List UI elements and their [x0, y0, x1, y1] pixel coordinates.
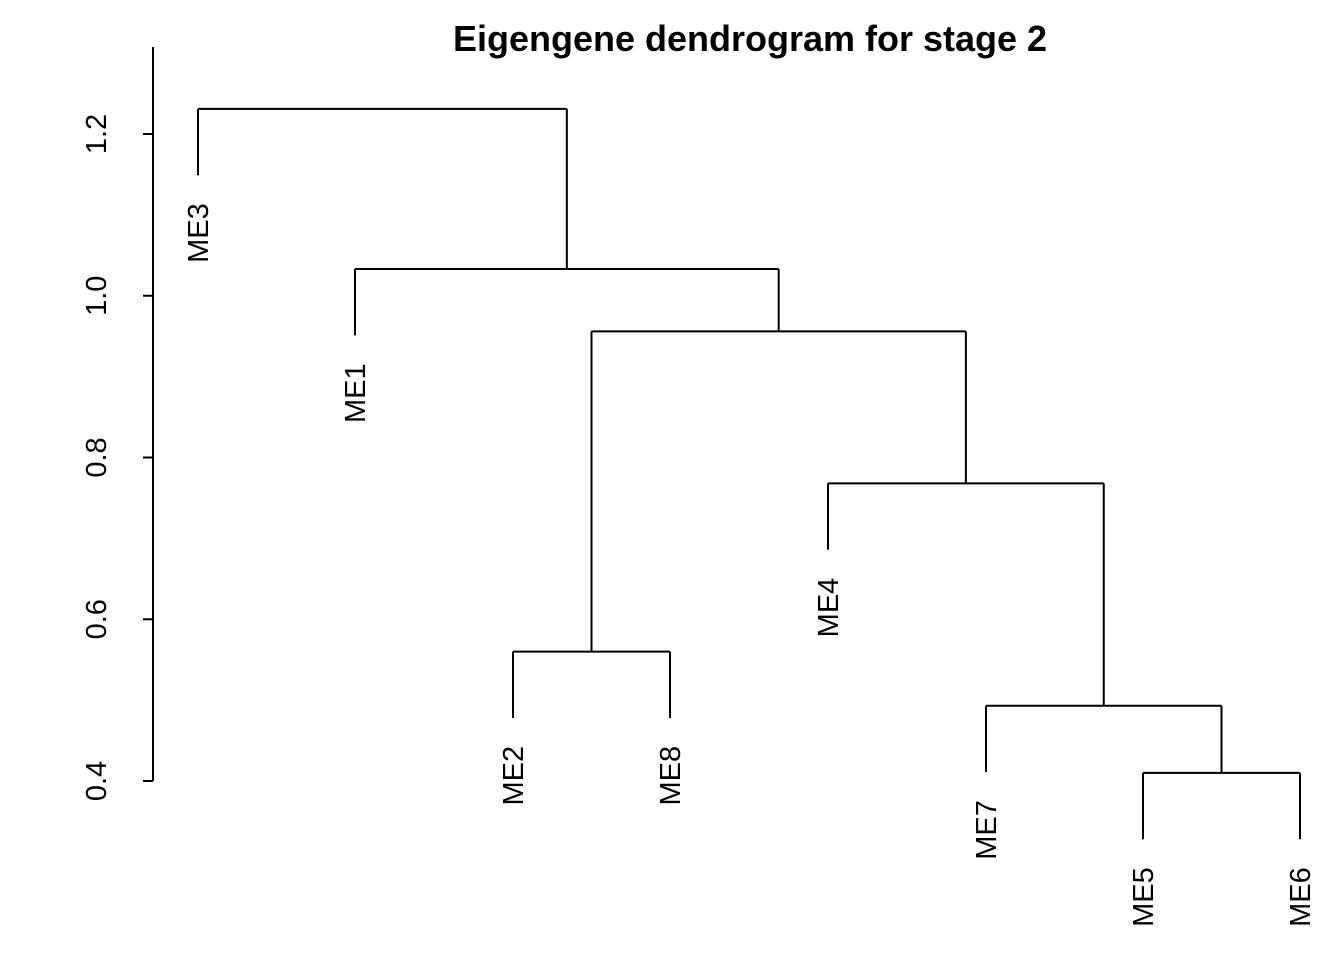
leaf-label-me7: ME7: [971, 800, 1003, 860]
y-tick-label: 1.2: [81, 114, 113, 154]
leaf-label-me3: ME3: [183, 203, 215, 263]
leaf-label-me1: ME1: [340, 363, 372, 423]
leaf-labels: ME3 ME1 ME2 ME8 ME4 ME7 ME5 ME6: [183, 203, 1317, 927]
y-tick-label: 1.0: [81, 276, 113, 316]
chart-title: Eigengene dendrogram for stage 2: [453, 18, 1047, 59]
y-tick-label: 0.6: [81, 599, 113, 639]
leaf-label-me6: ME6: [1285, 867, 1317, 927]
leaf-label-me4: ME4: [813, 578, 845, 638]
dendrogram-tree: [197, 107, 1301, 840]
y-axis: 0.4 0.6 0.8 1.0 1.2: [81, 47, 154, 801]
leaf-label-me5: ME5: [1128, 867, 1160, 927]
y-tick-label: 0.8: [81, 437, 113, 477]
y-tick-label: 0.4: [81, 761, 113, 801]
leaf-label-me2: ME2: [498, 746, 530, 806]
leaf-label-me8: ME8: [655, 746, 687, 806]
